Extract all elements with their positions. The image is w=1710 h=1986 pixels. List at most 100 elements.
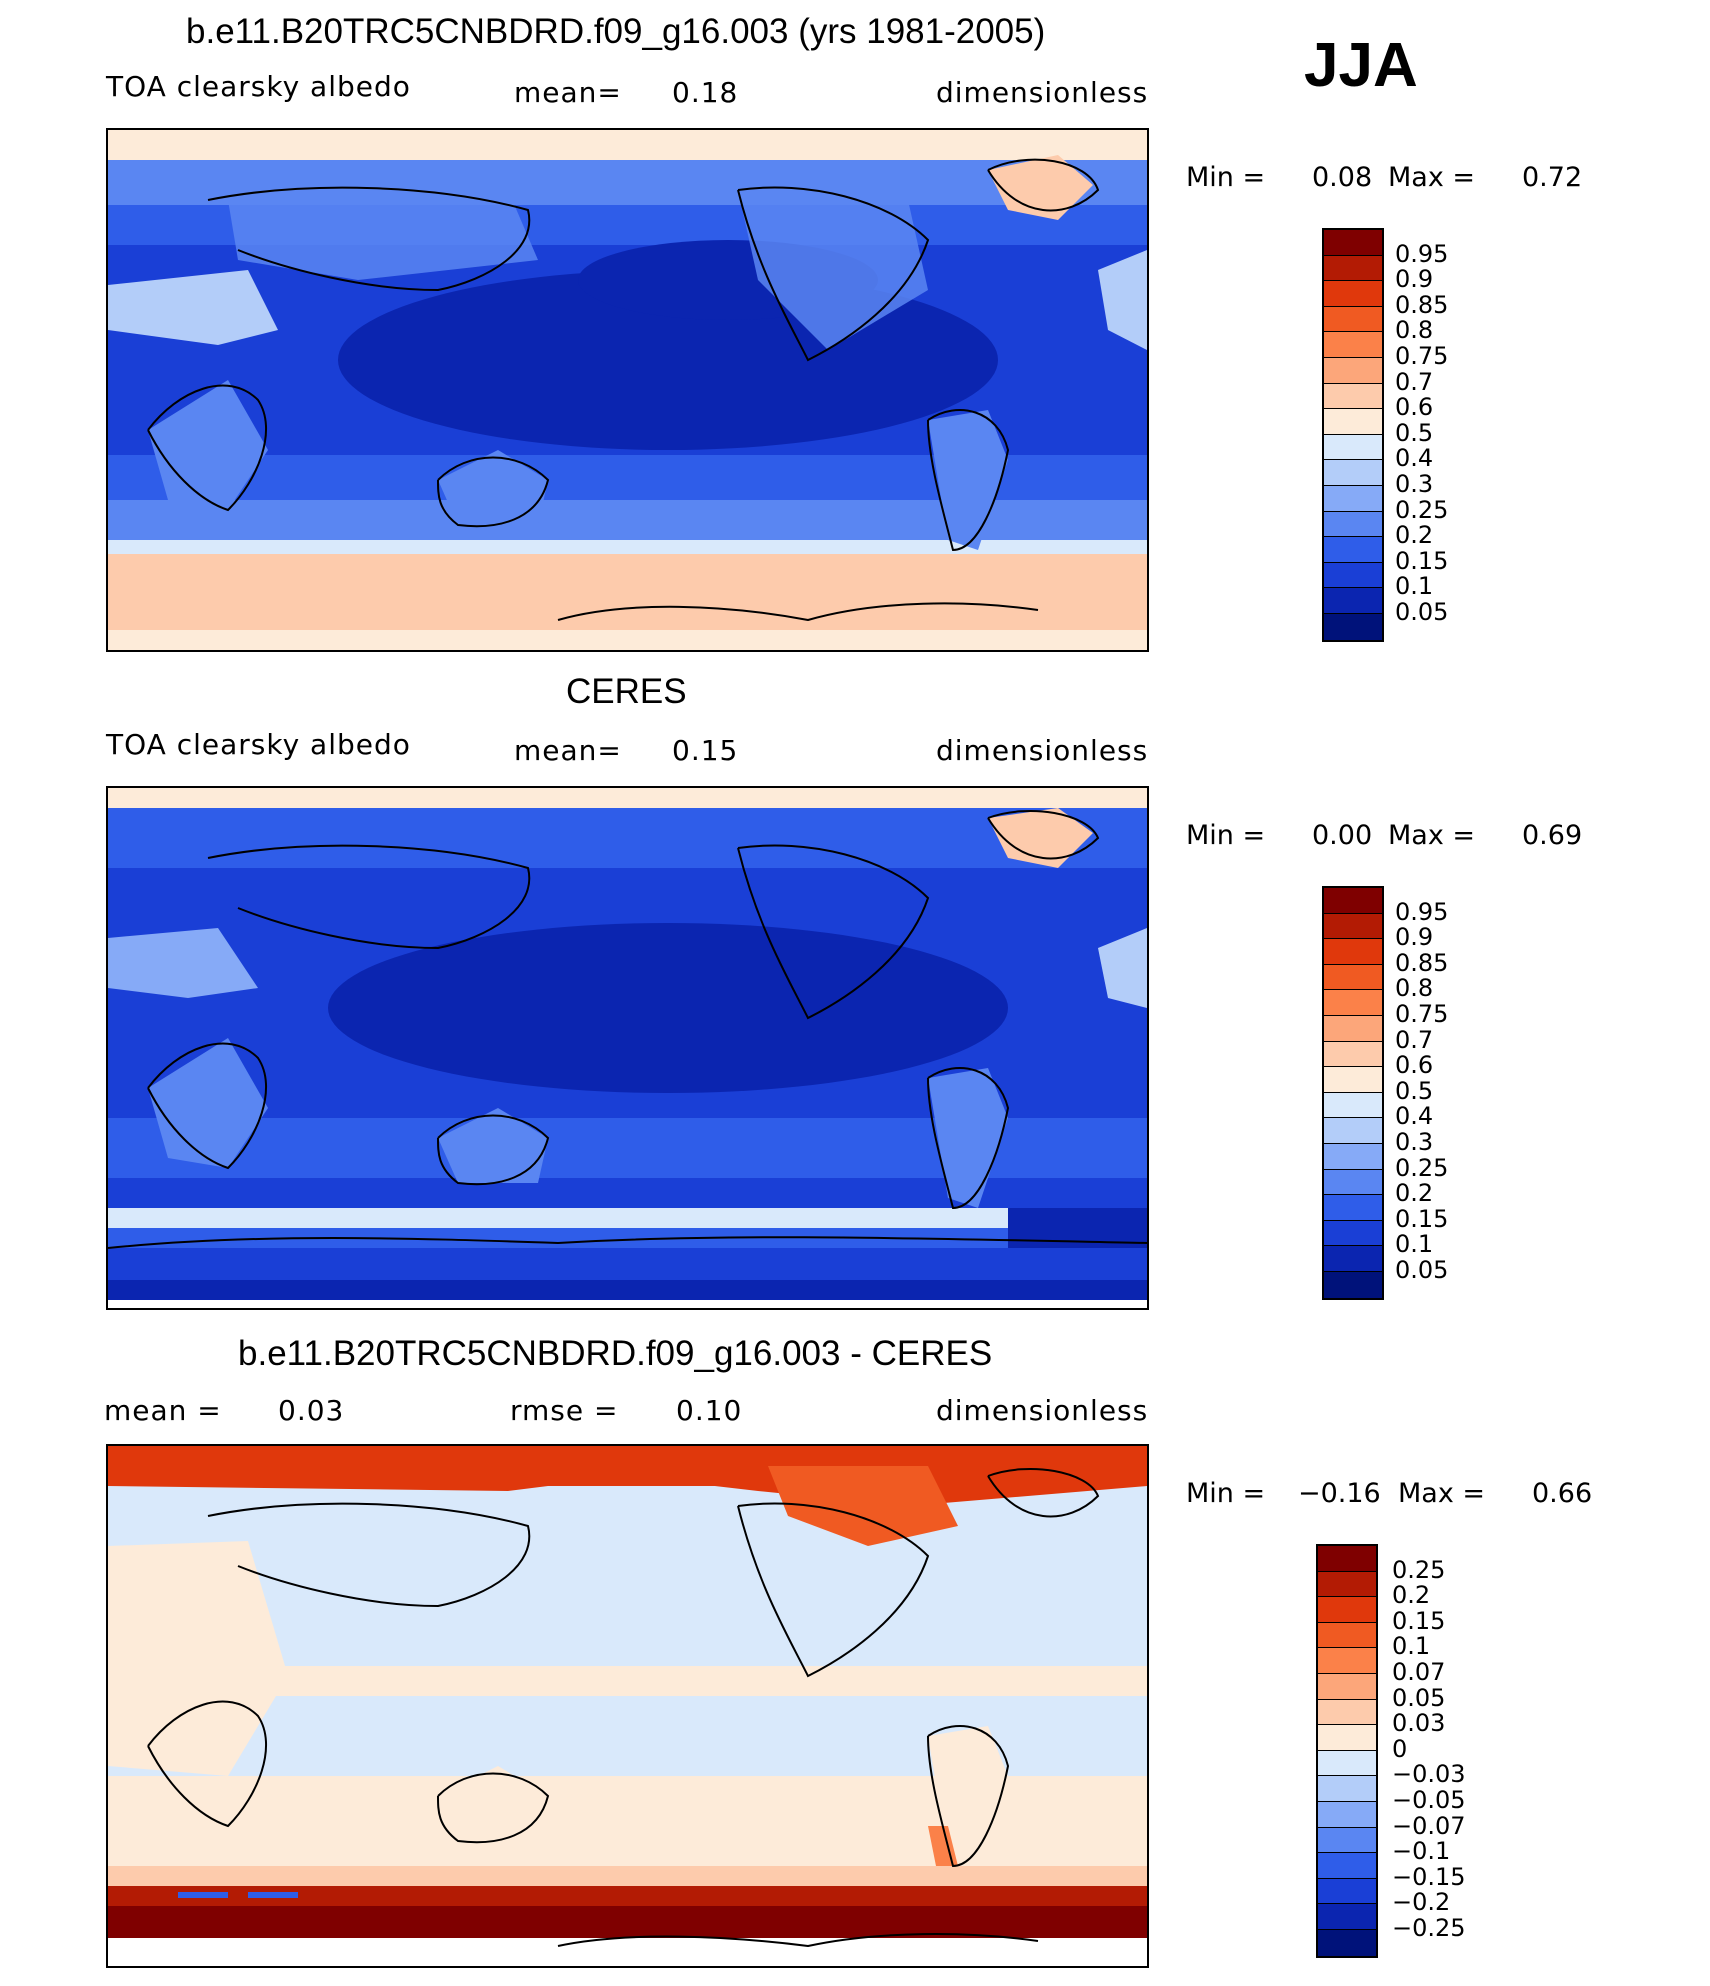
- colorbar-tick-label: 0.15: [1395, 1204, 1449, 1233]
- colorbar-swatch: [1318, 1673, 1376, 1700]
- colorbar-swatch: [1324, 434, 1382, 461]
- panel-2-title: CERES: [566, 672, 687, 711]
- panel-2-units-label: dimensionless: [936, 734, 1149, 767]
- colorbar-tick-label: 0.8: [1395, 974, 1434, 1003]
- colorbar-tick-label: 0.85: [1395, 290, 1449, 319]
- panel-3-mean-value: 0.03: [278, 1394, 345, 1427]
- colorbar-swatch: [1324, 383, 1382, 410]
- colorbar-tick-label: 0.3: [1395, 470, 1434, 498]
- panel-1-title: b.e11.B20TRC5CNBDRD.f09_g16.003 (yrs 198…: [186, 12, 1046, 51]
- colorbar-swatches: [1322, 886, 1384, 1300]
- colorbar-swatch: [1324, 1143, 1382, 1170]
- colorbar-tick-label: 0.1: [1395, 1230, 1434, 1259]
- colorbar-swatch: [1318, 1827, 1376, 1854]
- colorbar-swatches: [1322, 228, 1384, 642]
- panel-1-variable-label: TOA clearsky albedo: [106, 70, 411, 103]
- colorbar-swatch: [1324, 913, 1382, 940]
- colorbar-swatch: [1324, 1195, 1382, 1221]
- panel-3-max-label: Max =: [1398, 1478, 1486, 1509]
- colorbar-swatch: [1318, 1699, 1376, 1726]
- colorbar-swatch: [1324, 1015, 1382, 1042]
- colorbar-swatch: [1318, 1571, 1376, 1598]
- panel-3-rmse-label: rmse =: [510, 1394, 619, 1427]
- colorbar-swatch: [1324, 1067, 1382, 1093]
- colorbar-tick-label: 0.4: [1395, 1102, 1434, 1131]
- colorbar-tick-label: 0.2: [1395, 521, 1434, 550]
- colorbar-swatch: [1318, 1776, 1376, 1802]
- colorbar-tick-label: 0.05: [1392, 1683, 1446, 1712]
- colorbar-tick-label: 0.7: [1395, 1025, 1434, 1054]
- panel-1-map: [106, 128, 1149, 652]
- colorbar-swatch: [1318, 1597, 1376, 1623]
- colorbar-swatch: [1324, 964, 1382, 991]
- colorbar-tick-label: 0.9: [1395, 265, 1434, 294]
- colorbar-swatch: [1324, 357, 1382, 384]
- colorbar-tick-label: 0.75: [1395, 1000, 1449, 1028]
- colorbar-tick-label: 0.6: [1395, 1051, 1434, 1080]
- colorbar-swatch: [1324, 1246, 1382, 1272]
- colorbar-swatch: [1324, 281, 1382, 307]
- colorbar-swatch: [1324, 1041, 1382, 1068]
- colorbar-tick-label: 0.3: [1395, 1128, 1434, 1156]
- colorbar-swatch: [1324, 1118, 1382, 1144]
- colorbar-tick-label: −0.03: [1392, 1760, 1466, 1789]
- panel-1-colorbar: [1322, 228, 1384, 642]
- colorbar-swatch: [1318, 1546, 1376, 1572]
- colorbar-swatch: [1324, 537, 1382, 563]
- colorbar-tick-label: −0.07: [1392, 1811, 1466, 1840]
- panel-3-colorbar: [1316, 1544, 1378, 1958]
- colorbar-swatch: [1318, 1878, 1376, 1905]
- panel-2-max-label: Max =: [1388, 820, 1476, 851]
- panel-3-title: b.e11.B20TRC5CNBDRD.f09_g16.003 - CERES: [238, 1334, 993, 1373]
- colorbar-swatch: [1324, 511, 1382, 538]
- season-label: JJA: [1304, 31, 1418, 100]
- panel-3-min-label: Min =: [1186, 1478, 1266, 1509]
- panel-2-map: [106, 786, 1149, 1310]
- panel-2-min-label: Min =: [1186, 820, 1266, 851]
- colorbar-swatch: [1324, 1169, 1382, 1196]
- colorbar-tick-label: 0.85: [1395, 948, 1449, 977]
- colorbar-tick-label: 0.95: [1395, 897, 1449, 926]
- colorbar-swatch: [1324, 332, 1382, 358]
- colorbar-swatches: [1316, 1544, 1378, 1958]
- colorbar-tick-label: 0.25: [1395, 495, 1449, 524]
- colorbar-tick-label: −0.1: [1392, 1837, 1451, 1866]
- panel-2-variable-label: TOA clearsky albedo: [106, 728, 411, 761]
- panel-3-units-label: dimensionless: [936, 1394, 1149, 1427]
- colorbar-tick-label: 0.05: [1395, 1256, 1449, 1284]
- colorbar-tick-label: 0.95: [1395, 239, 1449, 268]
- colorbar-tick-label: 0.15: [1395, 546, 1449, 575]
- colorbar-tick-label: 0.1: [1392, 1632, 1431, 1661]
- colorbar-swatch: [1324, 306, 1382, 333]
- panel-3-rmse-value: 0.10: [676, 1394, 743, 1427]
- colorbar-swatch: [1318, 1929, 1376, 1956]
- colorbar-tick-label: 0.7: [1395, 367, 1434, 396]
- colorbar-swatch: [1324, 1092, 1382, 1119]
- colorbar-swatch: [1318, 1853, 1376, 1879]
- colorbar-swatch: [1324, 255, 1382, 282]
- panel-1-units-label: dimensionless: [936, 76, 1149, 109]
- colorbar-tick-label: 0.5: [1395, 1076, 1434, 1105]
- colorbar-swatch: [1324, 990, 1382, 1016]
- panel-1-min-label: Min =: [1186, 162, 1266, 193]
- panel-1-max-label: Max =: [1388, 162, 1476, 193]
- colorbar-tick-label: 0.2: [1395, 1179, 1434, 1208]
- colorbar-tick-label: 0.6: [1395, 393, 1434, 422]
- colorbar-tick-label: 0.75: [1395, 342, 1449, 370]
- colorbar-tick-label: 0: [1392, 1734, 1408, 1763]
- panel-2-mean-value: 0.15: [672, 734, 739, 767]
- colorbar-swatch: [1324, 888, 1382, 914]
- colorbar-swatch: [1324, 1271, 1382, 1298]
- colorbar-tick-label: −0.05: [1392, 1786, 1466, 1814]
- colorbar-swatch: [1324, 485, 1382, 512]
- colorbar-tick-label: 0.2: [1392, 1581, 1431, 1610]
- colorbar-swatch: [1318, 1725, 1376, 1751]
- colorbar-swatch: [1324, 230, 1382, 256]
- panel-2-mean-label: mean=: [514, 734, 622, 767]
- colorbar-swatch: [1324, 409, 1382, 435]
- colorbar-tick-label: 0.9: [1395, 923, 1434, 952]
- colorbar-swatch: [1324, 460, 1382, 486]
- colorbar-swatch: [1318, 1648, 1376, 1674]
- colorbar-swatch: [1324, 562, 1382, 589]
- colorbar-tick-label: 0.8: [1395, 316, 1434, 345]
